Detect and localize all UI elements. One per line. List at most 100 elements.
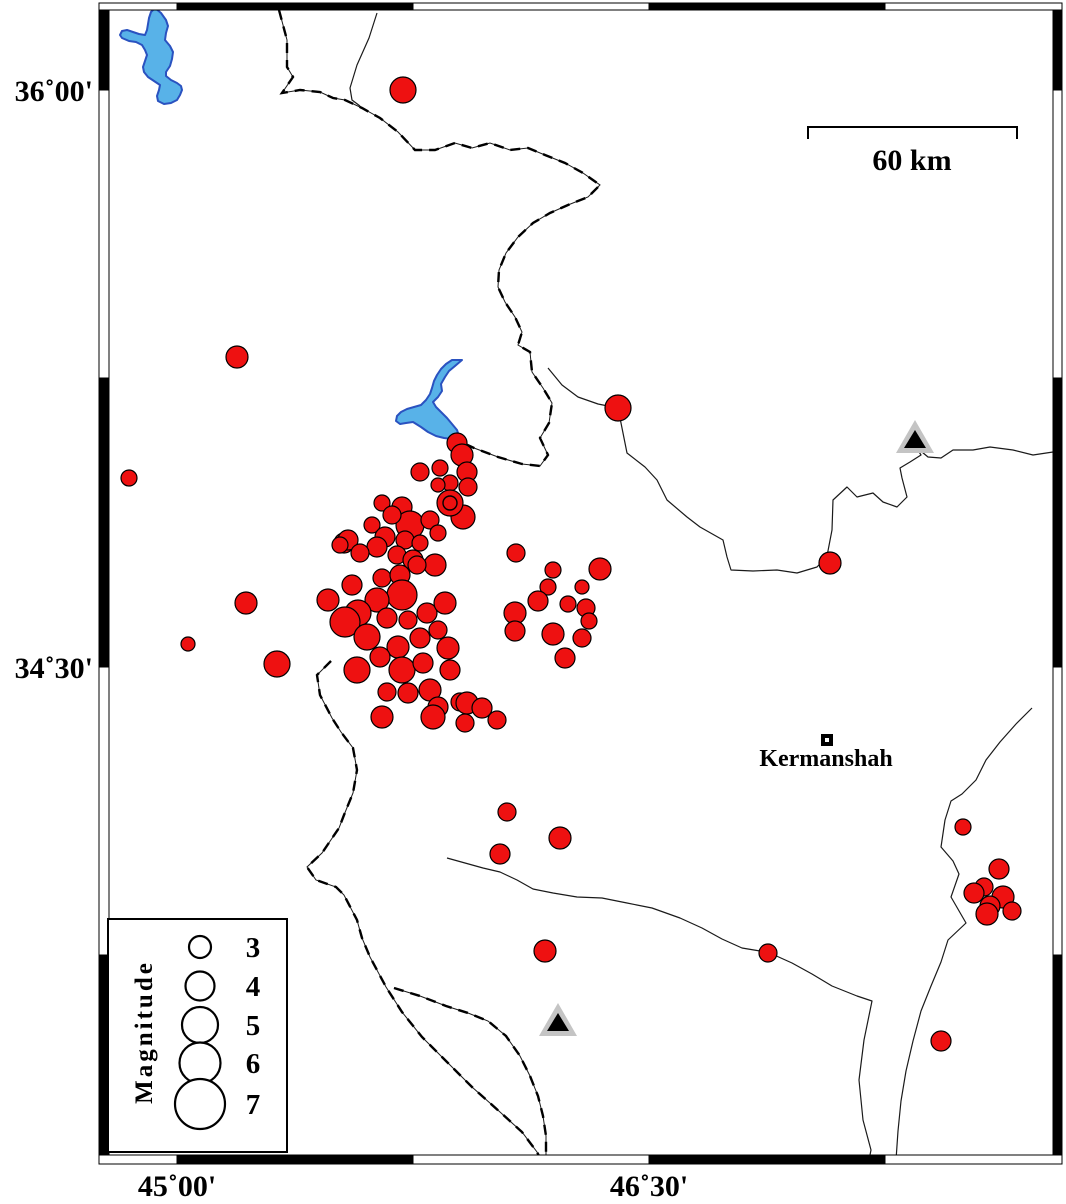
earthquake-marker [988,858,1010,880]
earthquake-marker [436,636,460,660]
river-line [446,857,873,1161]
legend-magnitude-value: 4 [246,971,261,1003]
earthquake-marker [574,579,590,595]
frame-top-segment [176,2,414,11]
earthquake-marker [369,646,391,668]
earthquake-marker [366,536,388,558]
frame-left-segment [98,9,110,91]
legend-magnitude-circle [178,1041,222,1085]
legend-magnitude-circle [184,970,216,1002]
earthquake-epicenters-layer [120,76,1022,1052]
earthquake-marker [382,505,402,525]
earthquake-marker [428,620,448,640]
earthquake-marker [263,650,291,678]
earthquake-marker [363,516,381,534]
earthquake-marker [533,939,557,963]
earthquake-marker [350,543,370,563]
earthquake-marker [497,802,517,822]
earthquake-marker [341,574,363,596]
earthquake-marker [180,636,196,652]
earthquake-marker [331,536,349,554]
earthquake-marker [377,682,397,702]
earthquake-marker [588,557,612,581]
frame-left-segment [98,666,110,956]
frame-bottom-segment [412,1154,650,1165]
lakes-layer [119,7,463,440]
legend-magnitude-value: 6 [246,1048,261,1080]
earthquake-marker [506,543,526,563]
earthquake-marker [407,555,427,575]
frame-bottom-segment [98,1154,178,1165]
international-border-dashed [393,986,548,1156]
earthquake-marker [429,524,447,542]
earthquake-marker [504,620,526,642]
earthquake-marker [487,710,507,730]
earthquake-marker [439,659,461,681]
river-line [895,707,1033,1161]
earthquake-marker [343,656,371,684]
frame-right-segment [1052,377,1063,668]
earthquake-marker [412,652,434,674]
magnitude-legend: Magnitude 3 4 5 6 7 [107,918,288,1153]
earthquake-marker [975,902,999,926]
earthquake-marker [389,76,417,104]
river-line [547,367,1054,574]
earthquake-marker [420,704,446,730]
earthquake-marker [410,462,430,482]
frame-left-segment [98,89,110,379]
earthquake-marker [431,459,449,477]
earthquake-marker [458,477,478,497]
scale-bar-label: 60 km [872,144,951,177]
earthquake-marker [386,579,418,611]
axis-labels: 36˚00' 34˚30' 45˚00' 46˚30' [15,75,688,1203]
earthquake-marker [409,627,431,649]
earthquake-marker [548,826,572,850]
earthquake-marker-inner-ring [442,495,458,511]
legend-items: 3 4 5 6 7 [173,932,261,1131]
legend-magnitude-circle [180,1005,220,1045]
earthquake-marker [758,943,778,963]
lat-label-34-30: 34˚30' [15,652,93,685]
earthquake-marker [423,553,447,577]
country-borders-layer [277,9,602,1163]
earthquake-marker [373,494,391,512]
frame-left-segment [98,377,110,668]
lake-northwest [119,7,183,105]
earthquake-marker [430,477,446,493]
earthquake-marker [411,534,429,552]
station-triangle-inner-icon [547,1013,569,1031]
international-border-dashed [305,660,544,1163]
frame-bottom-segment [176,1154,414,1165]
earthquake-marker [541,622,565,646]
earthquake-marker [489,843,511,865]
station-triangle-inner-icon [904,430,926,448]
lon-label-46-30: 46˚30' [610,1170,688,1203]
earthquake-marker [471,697,493,719]
frame-bottom-segment [884,1154,1063,1165]
legend-magnitude-circle [173,1077,227,1131]
legend-magnitude-value: 3 [246,932,261,964]
lon-label-45-00: 45˚00' [138,1170,216,1203]
map-frame [98,2,1063,1165]
frame-top-segment [412,2,650,11]
earthquake-marker [554,647,576,669]
earthquake-marker [370,705,394,729]
city-label: Kermanshah [759,746,892,772]
earthquake-marker [604,394,632,422]
earthquake-marker [388,656,416,684]
earthquake-marker [329,606,361,638]
scale-bar-group: 60 km [807,126,1018,177]
frame-right-segment [1052,666,1063,956]
frame-bottom-segment [648,1154,886,1165]
earthquake-marker [234,591,258,615]
station-triangles-layer [539,420,934,1036]
border-underlay-line [278,9,601,467]
frame-top-segment [98,2,178,11]
scale-bar-bracket [807,126,1018,139]
earthquake-marker [572,628,592,648]
earthquake-marker [416,602,438,624]
international-border-dashed [277,9,602,468]
border-underlay-line [306,660,543,1163]
